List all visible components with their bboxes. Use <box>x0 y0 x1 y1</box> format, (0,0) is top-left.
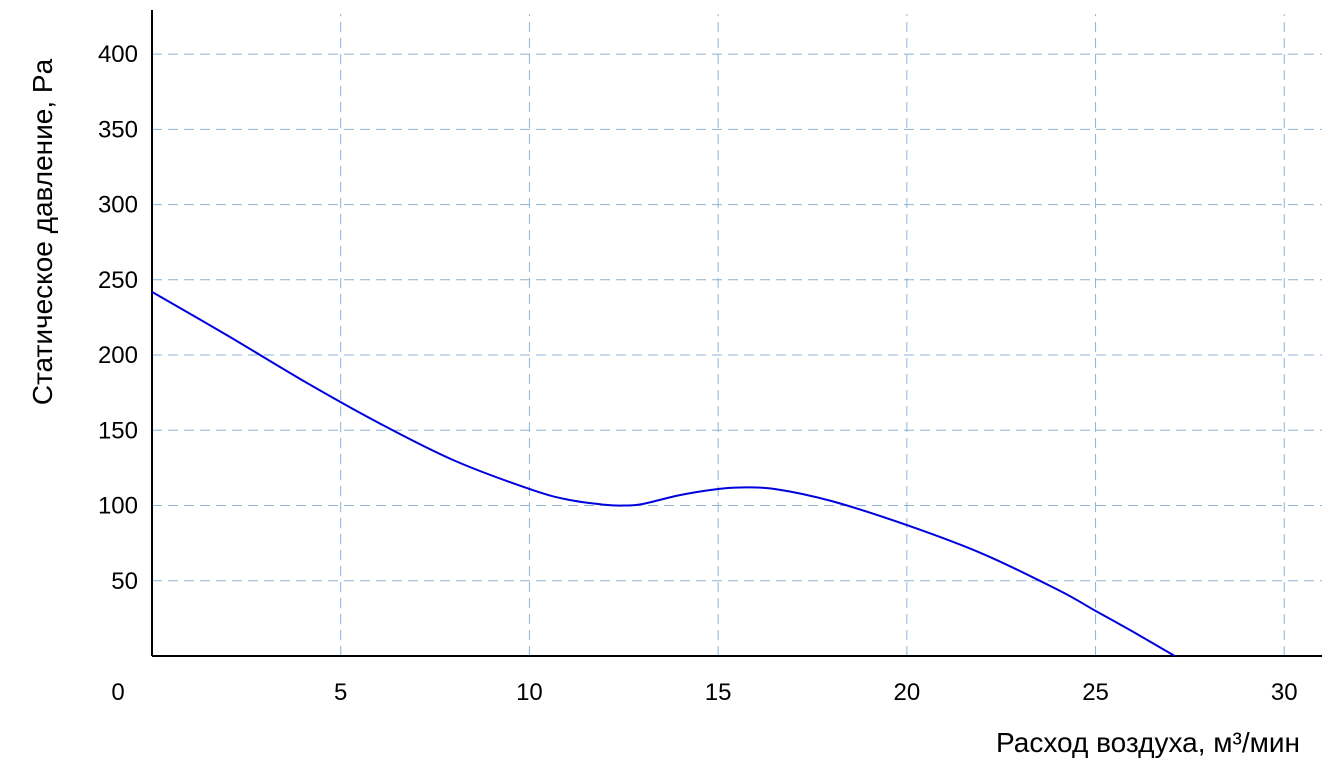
x-axis-title: Расход воздуха, м³/мин <box>996 727 1300 758</box>
y-tick-labels: 50 100 150 200 250 300 350 400 <box>98 41 138 595</box>
y-tick-label: 100 <box>98 493 138 520</box>
y-tick-label: 50 <box>111 568 138 595</box>
x-tick-label: 30 <box>1271 679 1298 706</box>
axes <box>151 10 1322 657</box>
x-tick-labels: 0 5 10 15 20 25 30 <box>111 679 1297 706</box>
series-line-0 <box>151 290 1176 657</box>
x-tick-label: 10 <box>516 679 543 706</box>
x-tick-label: 15 <box>705 679 732 706</box>
y-tick-label: 400 <box>98 41 138 68</box>
y-tick-label: 300 <box>98 192 138 219</box>
grid <box>152 14 1322 656</box>
y-axis-title: Статическое давление, Pa <box>27 58 58 405</box>
x-tick-label: 0 <box>111 679 124 706</box>
x-tick-label: 20 <box>893 679 920 706</box>
series-group <box>151 290 1176 657</box>
y-tick-label: 250 <box>98 267 138 294</box>
x-tick-label: 5 <box>334 679 347 706</box>
x-tick-label: 25 <box>1082 679 1109 706</box>
y-tick-label: 200 <box>98 342 138 369</box>
y-tick-label: 150 <box>98 417 138 444</box>
y-tick-label: 350 <box>98 116 138 143</box>
